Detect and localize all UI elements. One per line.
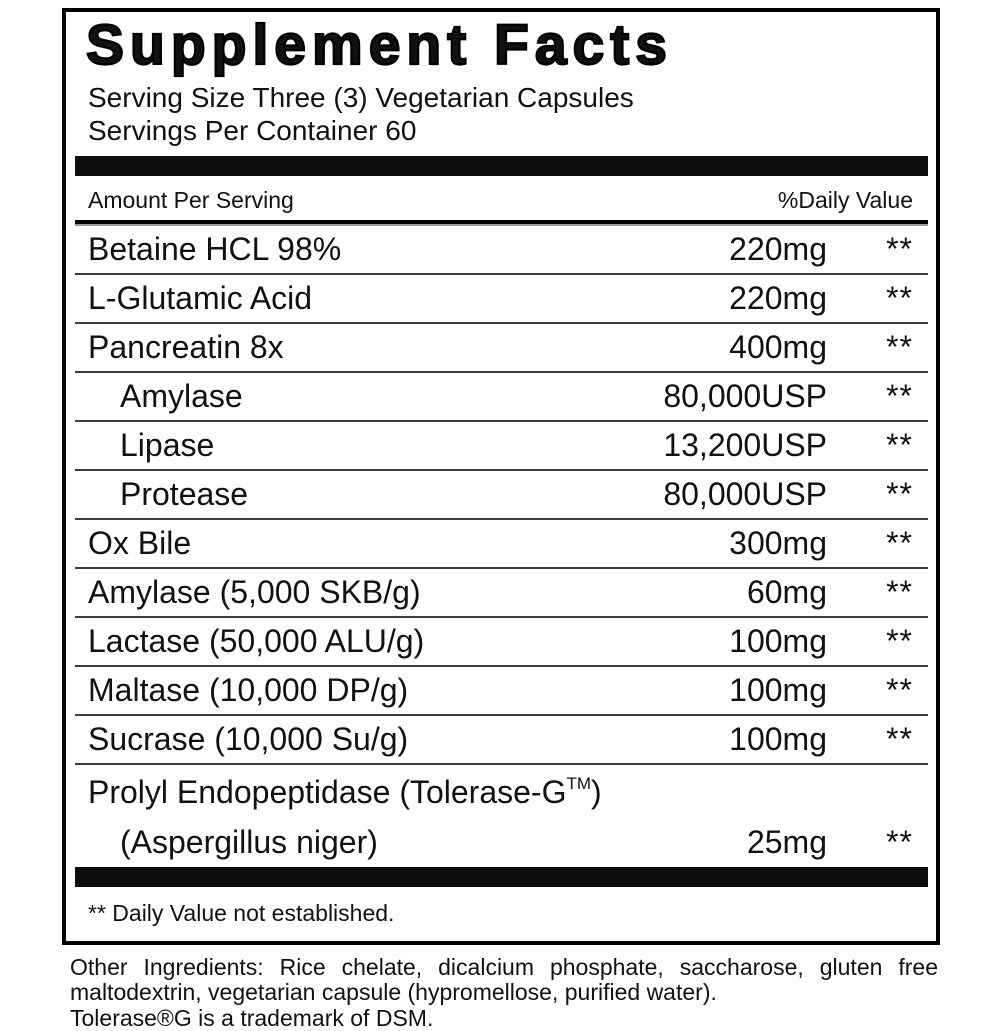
supplement-row: Lactase (50,000 ALU/g) 100mg ** — [75, 616, 928, 665]
daily-value: ** — [886, 721, 913, 757]
daily-value: ** — [886, 525, 913, 561]
column-header-daily-value: %Daily Value — [777, 187, 913, 213]
ingredient-name: Pancreatin 8x — [88, 329, 284, 365]
amount-value: 60mg — [746, 574, 827, 610]
servings-per-container: Servings Per Container 60 — [88, 115, 417, 146]
amount-value: 25mg — [746, 824, 827, 860]
trademark-note: Tolerase®G is a trademark of DSM. — [70, 1005, 434, 1031]
ingredient-name: Maltase (10,000 DP/g) — [88, 672, 409, 708]
other-ingredients: Other Ingredients: Rice chelate, dicalci… — [70, 954, 938, 1005]
serving-size: Serving Size Three (3) Vegetarian Capsul… — [88, 82, 634, 113]
panel-title: Supplement Facts — [85, 13, 673, 77]
supplement-row: Pancreatin 8x 400mg ** — [75, 322, 928, 371]
label-page: Supplement Facts Serving Size Three (3) … — [0, 8, 1000, 1031]
header-rule — [75, 220, 928, 226]
daily-value: ** — [886, 427, 913, 463]
ingredient-name: Lipase — [120, 427, 215, 463]
ingredient-name: Ox Bile — [88, 525, 192, 561]
amount-value: 300mg — [729, 525, 827, 561]
supplement-row: Amylase (5,000 SKB/g) 60mg ** — [75, 567, 928, 616]
ingredient-subline: (Aspergillus niger) 25mg ** — [88, 811, 913, 861]
daily-value: ** — [886, 329, 913, 365]
amount-value: 220mg — [729, 231, 827, 267]
daily-value: ** — [886, 231, 913, 267]
dv-footnote: ** Daily Value not established. — [88, 900, 395, 926]
ingredient-name: Prolyl Endopeptidase (Tolerase-G — [88, 774, 567, 810]
ingredient-name: Sucrase (10,000 Su/g) — [88, 721, 409, 757]
amount-value: 100mg — [729, 672, 827, 708]
supplement-row: Betaine HCL 98% 220mg ** — [75, 226, 928, 273]
daily-value: ** — [886, 672, 913, 708]
ingredient-name: Amylase — [120, 378, 243, 414]
ingredient-name: Protease — [120, 476, 249, 512]
daily-value: ** — [886, 574, 913, 610]
column-header-amount: Amount Per Serving — [88, 187, 294, 213]
daily-value: ** — [886, 378, 913, 414]
supplement-row: Ox Bile 300mg ** — [75, 518, 928, 567]
amount-value: 13,200USP — [663, 427, 827, 463]
supplement-row: Amylase 80,000USP ** — [75, 371, 928, 420]
amount-value: 80,000USP — [663, 476, 827, 512]
supplement-row: Prolyl Endopeptidase (Tolerase-GTM) (Aspe… — [75, 763, 928, 865]
supplement-row: L-Glutamic Acid 220mg ** — [75, 273, 928, 322]
supplement-row: Sucrase (10,000 Su/g) 100mg ** — [75, 714, 928, 763]
facts-rows: Betaine HCL 98% 220mg ** L-Glutamic Acid 220… — [75, 226, 928, 865]
supplement-row: Lipase 13,200USP ** — [75, 420, 928, 469]
ingredient-name: Lactase (50,000 ALU/g) — [88, 623, 425, 659]
amount-value: 220mg — [729, 280, 827, 316]
supplement-row: Maltase (10,000 DP/g) 100mg ** — [75, 665, 928, 714]
divider-bar-bottom — [75, 867, 928, 887]
ingredient-name: Betaine HCL 98% — [88, 231, 342, 267]
ingredient-name-line: Prolyl Endopeptidase (Tolerase-GTM) — [88, 765, 913, 811]
daily-value: ** — [886, 280, 913, 316]
ingredient-name: L-Glutamic Acid — [88, 280, 313, 316]
daily-value: ** — [886, 824, 913, 860]
daily-value: ** — [886, 623, 913, 659]
trademark-superscript: TM — [566, 774, 592, 794]
ingredient-name-suffix: ) — [591, 774, 602, 810]
amount-value: 400mg — [729, 329, 827, 365]
amount-value: 80,000USP — [663, 378, 827, 414]
divider-bar-top — [75, 156, 928, 176]
column-header-row: Amount Per Serving %Daily Value — [75, 176, 928, 220]
amount-value: 100mg — [729, 623, 827, 659]
ingredient-subname: (Aspergillus niger) — [120, 824, 378, 860]
ingredient-name: Amylase (5,000 SKB/g) — [88, 574, 421, 610]
daily-value: ** — [886, 476, 913, 512]
supplement-row: Protease 80,000USP ** — [75, 469, 928, 518]
amount-value: 100mg — [729, 721, 827, 757]
supplement-facts-panel: Supplement Facts Serving Size Three (3) … — [62, 8, 940, 945]
